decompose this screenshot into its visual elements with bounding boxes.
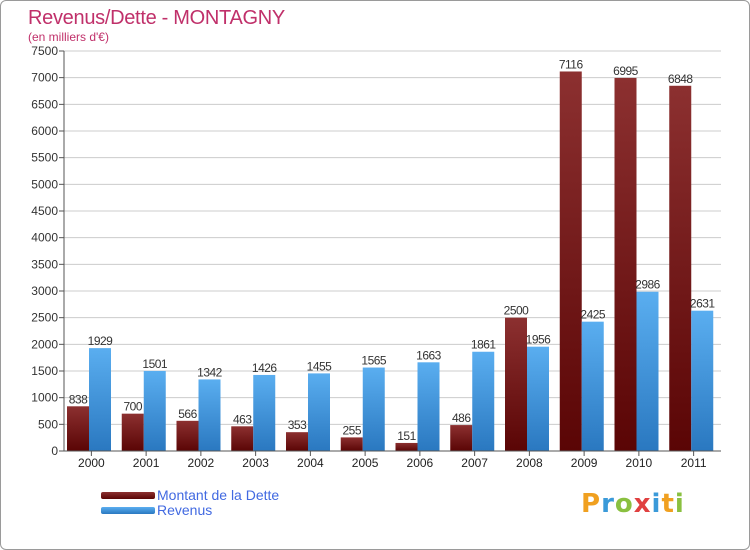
x-tick-label: 2004 [297, 456, 324, 470]
data-label: 486 [452, 411, 471, 425]
bar-revenus [691, 310, 714, 451]
x-tick-label: 2006 [407, 456, 434, 470]
bar-dette [669, 85, 692, 452]
data-label: 1956 [526, 333, 552, 347]
x-tick-label: 2003 [242, 456, 269, 470]
x-tick-label: 2009 [571, 456, 598, 470]
bar-revenus [308, 373, 330, 451]
y-tick-label: 5500 [31, 151, 58, 165]
data-label: 2500 [504, 304, 530, 318]
x-tick-label: 2007 [461, 456, 488, 470]
bar-dette [286, 432, 308, 451]
data-label: 151 [397, 429, 416, 443]
bar-dette [505, 317, 527, 451]
data-label: 566 [178, 407, 197, 421]
x-tick-label: 2005 [352, 456, 379, 470]
data-label: 1426 [252, 361, 278, 375]
y-tick-label: 1000 [31, 391, 58, 405]
bar-revenus [89, 348, 111, 451]
proxiti-logo: Proxiti [581, 489, 685, 519]
data-label: 838 [69, 392, 88, 406]
legend-label-dette: Montant de la Dette [157, 487, 280, 503]
x-tick-label: 2001 [133, 456, 160, 470]
data-label: 7116 [559, 57, 584, 71]
bar-revenus [143, 370, 166, 451]
x-tick-label: 2008 [516, 456, 543, 470]
legend-swatch-dette [101, 491, 155, 499]
data-label: 2631 [690, 297, 716, 311]
bar-dette [340, 437, 363, 451]
legend-label-revenus: Revenus [157, 502, 213, 518]
bar-revenus [417, 362, 440, 451]
y-tick-label: 6500 [31, 97, 58, 111]
data-label: 2986 [635, 278, 661, 292]
y-tick-label: 7000 [31, 71, 58, 85]
y-tick-label: 6000 [31, 124, 58, 138]
data-label: 6848 [668, 72, 694, 86]
bar-dette [395, 442, 418, 451]
bar-dette [67, 406, 89, 451]
y-tick-label: 5000 [31, 177, 58, 191]
bar-revenus [198, 379, 221, 451]
bar-revenus [472, 351, 495, 451]
data-label: 1501 [142, 357, 168, 371]
data-label: 463 [233, 412, 252, 426]
bar-dette [559, 71, 582, 451]
y-tick-label: 0 [51, 444, 58, 458]
data-label: 255 [342, 423, 361, 437]
x-tick-label: 2002 [188, 456, 215, 470]
y-tick-label: 2500 [31, 311, 58, 325]
data-label: 6995 [613, 64, 639, 78]
chart-subtitle: (en milliers d'€) [28, 30, 109, 44]
x-tick-label: 2011 [681, 456, 707, 470]
data-label: 353 [288, 418, 307, 432]
y-tick-label: 3500 [31, 257, 58, 271]
data-label: 1861 [471, 338, 497, 352]
y-tick-label: 4000 [31, 231, 58, 245]
x-tick-label: 2010 [626, 456, 653, 470]
chart-title: Revenus/Dette - MONTAGNY [28, 7, 285, 29]
bar-revenus [362, 367, 385, 451]
y-tick-label: 7500 [31, 44, 58, 58]
data-label: 1663 [416, 348, 442, 362]
y-tick-label: 4500 [31, 204, 58, 218]
legend-item-revenus: Revenus [101, 502, 212, 518]
bar-revenus [253, 374, 276, 451]
bar-revenus [636, 291, 659, 451]
bar-dette [231, 426, 254, 451]
bar-dette [614, 77, 637, 451]
bar-revenus [581, 321, 604, 451]
data-label: 1342 [197, 365, 223, 379]
bar-revenus [527, 346, 549, 451]
y-tick-label: 1500 [31, 364, 58, 378]
legend-item-dette: Montant de la Dette [101, 487, 279, 503]
data-label: 700 [123, 400, 142, 414]
data-label: 1455 [307, 359, 333, 373]
y-tick-label: 500 [38, 417, 58, 431]
x-tick-label: 2000 [78, 456, 105, 470]
data-label: 2425 [580, 308, 606, 322]
legend-swatch-revenus [101, 506, 155, 514]
bar-dette [176, 420, 199, 451]
data-label: 1565 [361, 354, 387, 368]
bar-dette [450, 425, 473, 451]
bar-dette [121, 413, 144, 451]
y-tick-label: 2000 [31, 337, 58, 351]
data-label: 1929 [88, 334, 114, 348]
y-tick-label: 3000 [31, 284, 58, 298]
